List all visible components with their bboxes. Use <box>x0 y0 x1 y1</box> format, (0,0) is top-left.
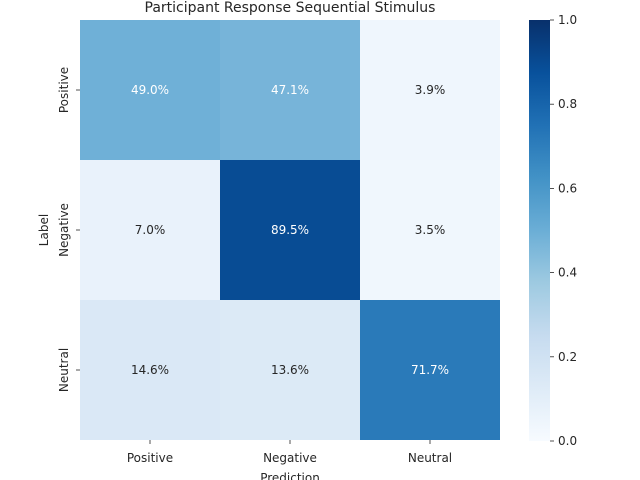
cell-value-label: 7.0% <box>135 223 166 237</box>
heatmap-cell <box>360 160 500 300</box>
cell-value-label: 3.5% <box>415 223 446 237</box>
x-axis-label: Prediction <box>260 471 320 480</box>
x-tick-label: Negative <box>263 451 317 465</box>
cell-value-label: 47.1% <box>271 83 309 97</box>
cell-value-label: 14.6% <box>131 363 169 377</box>
colorbar-tick-label: 0.2 <box>558 350 577 364</box>
colorbar-tick-label: 1.0 <box>558 13 577 27</box>
colorbar-ticks: 0.0 0.2 0.4 0.6 0.8 1.0 <box>550 13 577 448</box>
chart-title: Participant Response Sequential Stimulus <box>145 0 436 16</box>
heatmap-cell <box>360 300 500 440</box>
y-tick-label: Negative <box>57 203 71 257</box>
x-axis-ticks: Positive Negative Neutral <box>127 440 452 465</box>
y-axis-label: Label <box>37 214 51 246</box>
heatmap-cell <box>220 160 360 300</box>
x-tick-label: Neutral <box>408 451 452 465</box>
y-tick-label: Neutral <box>57 348 71 392</box>
colorbar <box>529 20 550 441</box>
cell-value-label: 71.7% <box>411 363 449 377</box>
heatmap-cell <box>220 300 360 440</box>
cell-value-label: 49.0% <box>131 83 169 97</box>
cell-value-label: 13.6% <box>271 363 309 377</box>
colorbar-tick-label: 0.8 <box>558 97 577 111</box>
y-axis-ticks: Positive Negative Neutral <box>57 67 80 392</box>
colorbar-tick-label: 0.0 <box>558 434 577 448</box>
heatmap-cell <box>80 300 220 440</box>
colorbar-tick-label: 0.4 <box>558 266 577 280</box>
heatmap-cell <box>80 20 220 160</box>
x-tick-label: Positive <box>127 451 173 465</box>
cell-value-label: 89.5% <box>271 223 309 237</box>
heatmap-cell <box>220 20 360 160</box>
colorbar-tick-label: 0.6 <box>558 181 577 195</box>
cell-value-label: 3.9% <box>415 83 446 97</box>
heatmap-cell-labels: 49.0% 47.1% 3.9% 7.0% 89.5% 3.5% 14.6% 13.6% 71.… <box>131 83 449 377</box>
heatmap-cell <box>80 160 220 300</box>
heatmap-cell <box>360 20 500 160</box>
y-tick-label: Positive <box>57 67 71 113</box>
heatmap-cells <box>80 20 500 440</box>
